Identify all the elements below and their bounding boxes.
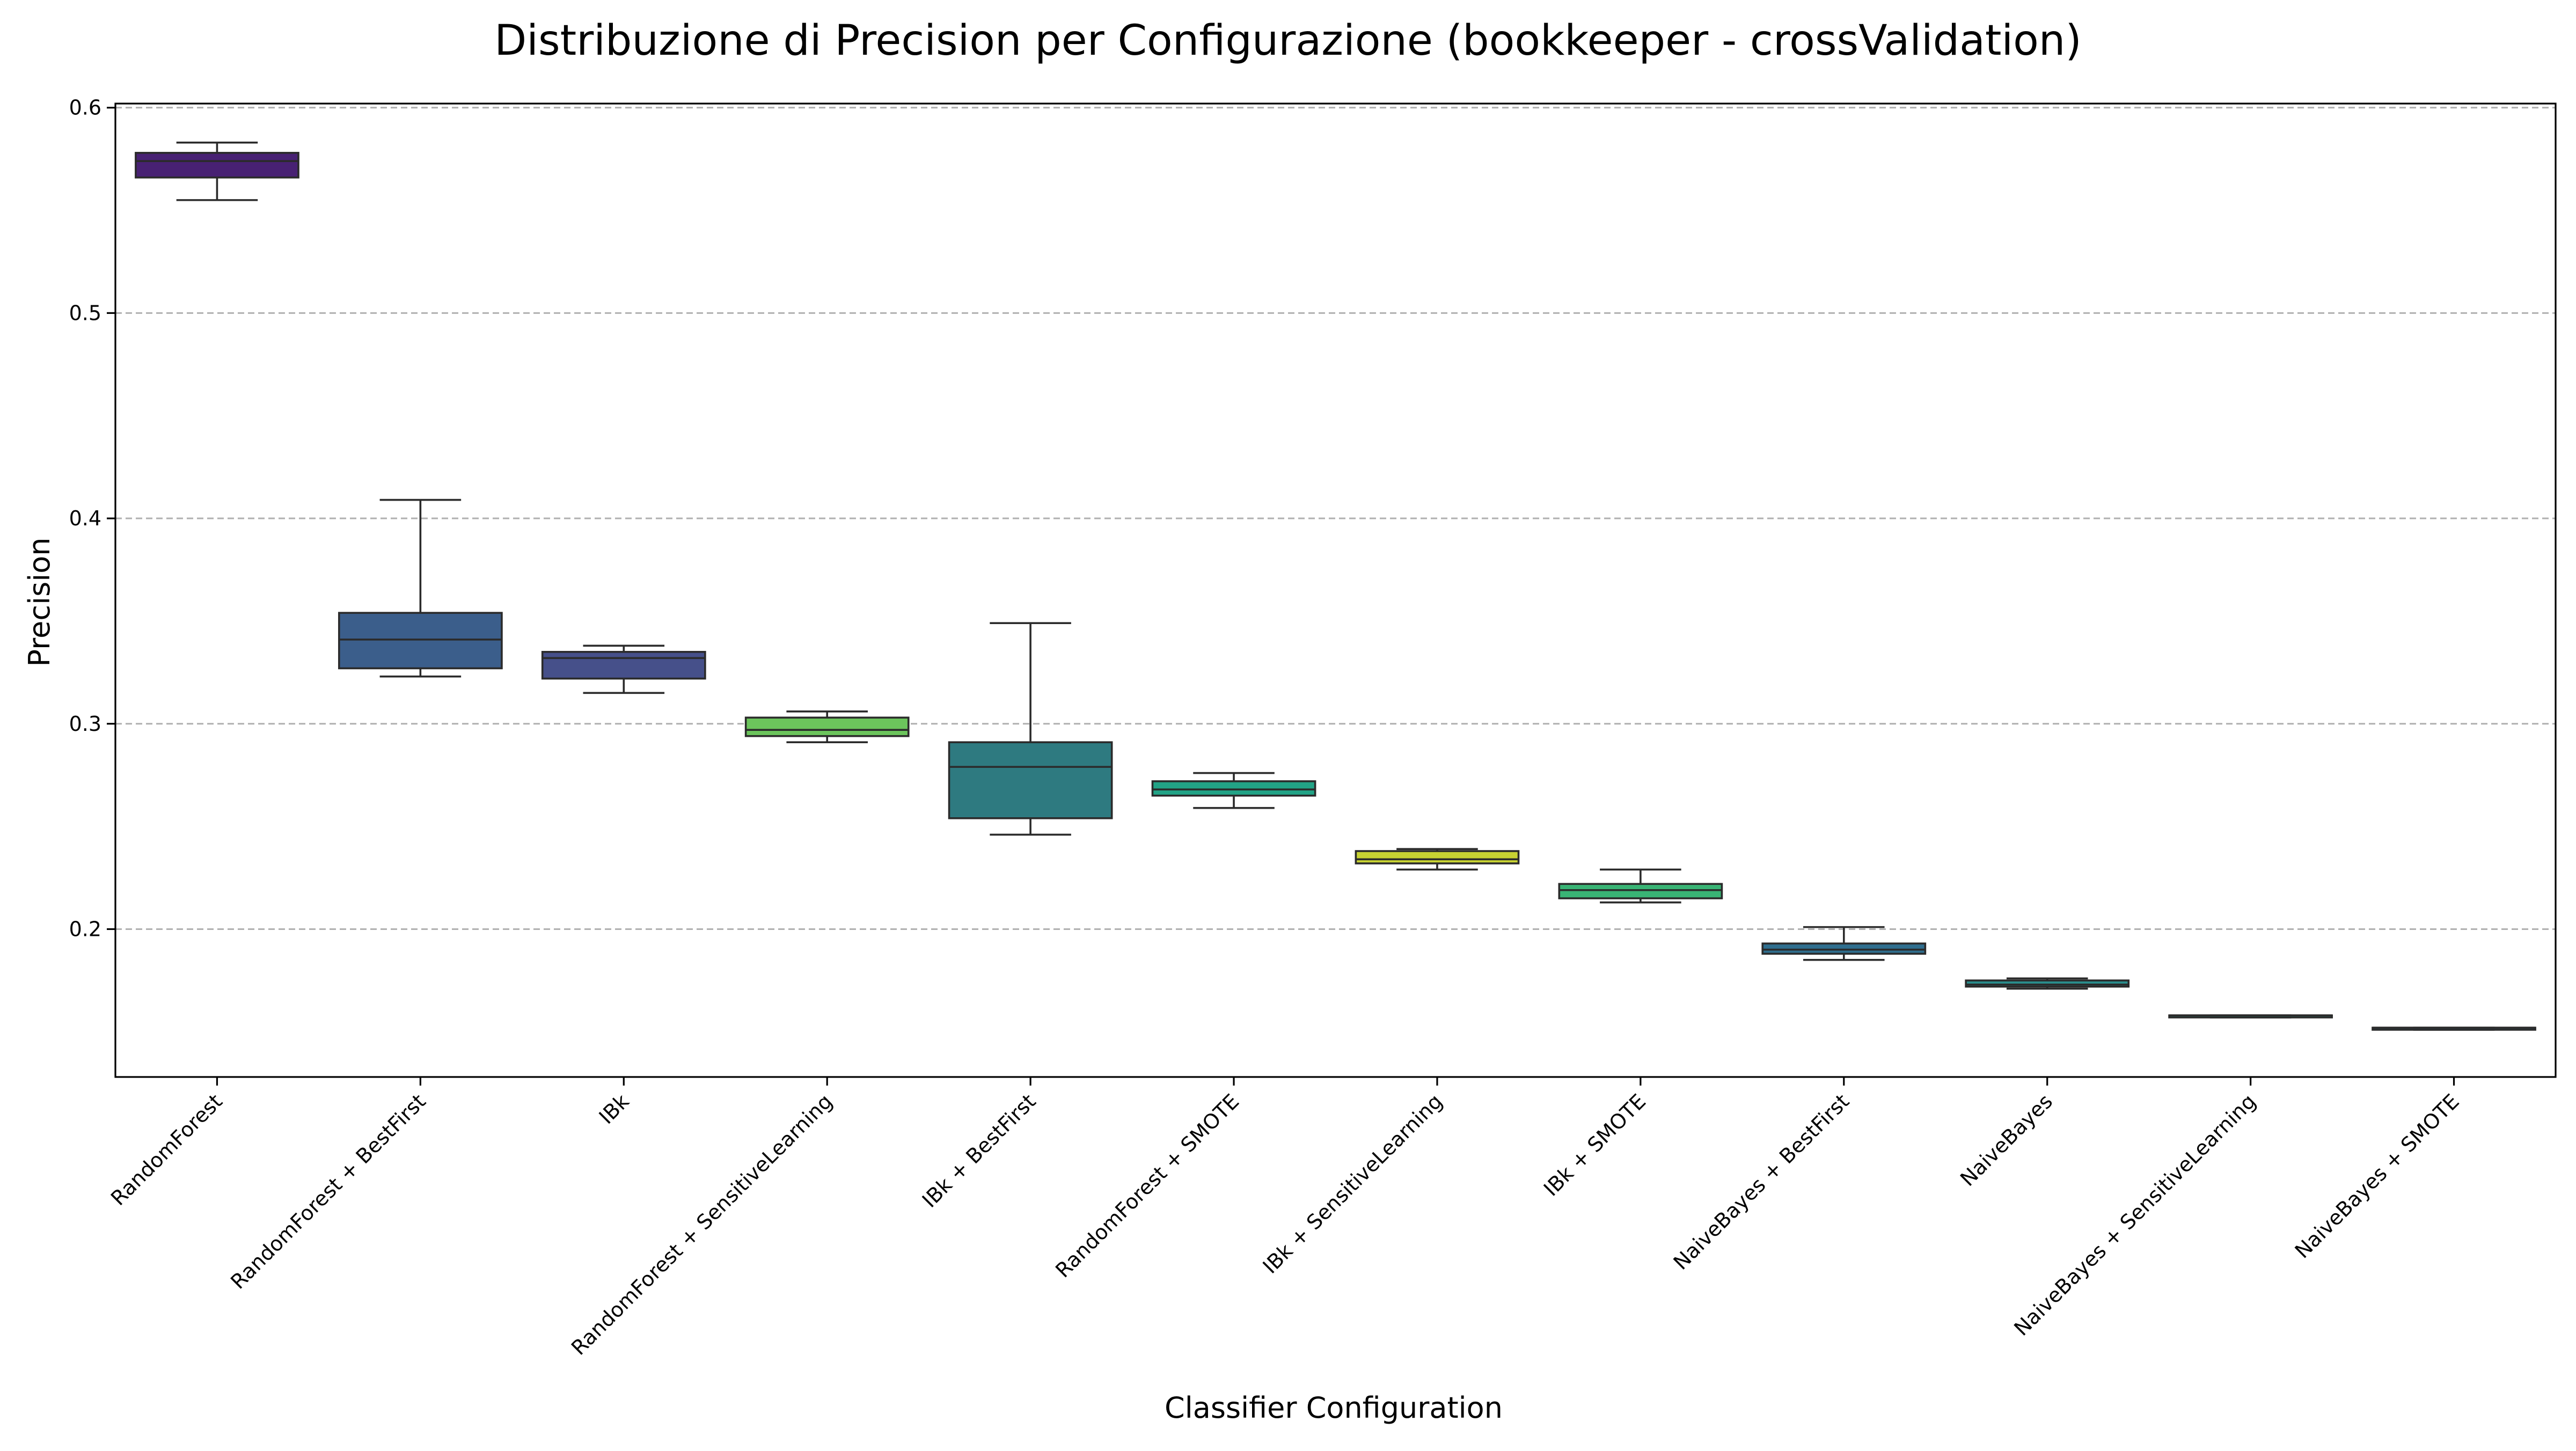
y-tick-label-1: 0.3 xyxy=(69,712,101,736)
y-tick-label-0: 0.2 xyxy=(69,917,101,941)
box-0 xyxy=(135,152,299,179)
box-5 xyxy=(1151,780,1316,797)
box-group-2 xyxy=(541,644,706,694)
box-group-10 xyxy=(2168,1014,2333,1018)
box-8 xyxy=(1761,942,1927,955)
box-9 xyxy=(1965,979,2130,988)
box-6 xyxy=(1355,850,1520,864)
box-group-9 xyxy=(1965,977,2130,990)
axes xyxy=(114,102,2557,1078)
plot-frame xyxy=(114,102,2557,1078)
y-tick-label-3: 0.5 xyxy=(69,301,101,325)
box-series xyxy=(135,141,2536,1031)
box-group-4 xyxy=(948,622,1113,836)
y-axis-ticks: 0.2 0.3 0.4 0.5 0.6 xyxy=(69,96,115,941)
box-1 xyxy=(338,612,503,670)
box-2 xyxy=(541,651,706,680)
box-group-1 xyxy=(338,499,503,678)
box-group-11 xyxy=(2372,1027,2536,1031)
y-tick-label-4: 0.6 xyxy=(69,96,101,120)
box-group-3 xyxy=(744,710,910,743)
gridlines xyxy=(115,107,2556,930)
box-7 xyxy=(1558,883,1723,899)
y-axis-label: Precision xyxy=(23,538,56,667)
box-group-8 xyxy=(1761,926,1927,961)
x-axis-label: Classifier Configuration xyxy=(1165,1391,1503,1425)
box-group-0 xyxy=(135,141,299,201)
box-group-7 xyxy=(1558,868,1723,904)
chart-title: Distribuzione di Precision per Configura… xyxy=(494,17,2082,65)
box-group-6 xyxy=(1355,848,1520,871)
box-3 xyxy=(744,716,910,737)
box-4 xyxy=(948,741,1113,819)
box-group-5 xyxy=(1151,772,1316,809)
y-tick-label-2: 0.4 xyxy=(69,507,101,530)
